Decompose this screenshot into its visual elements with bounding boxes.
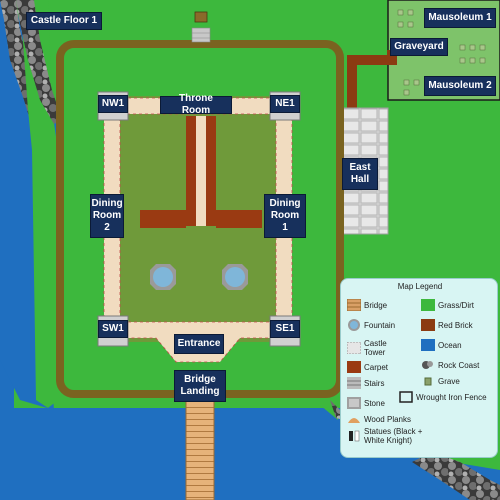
legend-title: Map Legend [397, 282, 443, 291]
legend-item-fence: Wrought Iron Fence [399, 391, 487, 403]
fountain-icon [222, 264, 248, 290]
grave-icon [424, 377, 432, 386]
bridge-icon [347, 299, 361, 311]
legend-item-red-brick: Red Brick [421, 319, 473, 331]
room-label-ne1[interactable]: NE1 [270, 95, 300, 113]
stairs-icon [191, 27, 211, 43]
room-label-mausoleum-2[interactable]: Mausoleum 2 [424, 76, 496, 96]
legend-item-carpet: Carpet [347, 361, 388, 373]
legend-item-bridge: Bridge [347, 299, 387, 311]
carpets [140, 116, 262, 228]
statue-icon [349, 430, 360, 442]
fence-icon [399, 391, 413, 403]
legend-item-statues: Statues (Black + White Knight) [347, 427, 422, 445]
room-label-sw1[interactable]: SW1 [98, 320, 128, 338]
castle-tower-icon [347, 342, 361, 354]
legend-item-stairs: Stairs [347, 377, 384, 389]
stairs-icon [347, 377, 361, 389]
grave-markers [397, 9, 486, 96]
grass-icon [421, 299, 435, 311]
carpet-icon [347, 361, 361, 373]
stone-icon [347, 397, 361, 409]
wood-planks-icon [348, 418, 360, 423]
map-legend: Map Legend Bridge Grass/Dirt Fountain Re… [340, 278, 498, 458]
legend-item-stone: Stone [347, 397, 385, 409]
legend-item-rock-coast: Rock Coast [421, 359, 479, 371]
ocean-icon [421, 339, 435, 351]
legend-item-grave: Grave [421, 375, 460, 387]
legend-item-wood-planks: Wood Planks [347, 413, 411, 425]
carpet-center-stone [196, 116, 206, 226]
red-brick-icon [421, 319, 435, 331]
room-label-east-hall[interactable]: East Hall [342, 158, 378, 190]
room-label-entrance[interactable]: Entrance [174, 334, 224, 354]
room-label-mausoleum-1[interactable]: Mausoleum 1 [424, 8, 496, 28]
room-label-throne-room[interactable]: Throne Room [160, 93, 232, 116]
room-label-nw1[interactable]: NW1 [98, 95, 128, 113]
rock-coast-west [16, 0, 62, 124]
room-label-bridge-landing[interactable]: Bridge Landing [174, 370, 226, 402]
rock-coast-southeast [412, 452, 500, 500]
rock-coast-icon [422, 361, 433, 369]
fountain-icon [348, 319, 360, 331]
room-label-se1[interactable]: SE1 [270, 320, 300, 338]
floor-label: Castle Floor 1 [26, 12, 102, 30]
room-label-dining-room-1[interactable]: Dining Room 1 [264, 194, 306, 238]
legend-item-fountain: Fountain [347, 319, 395, 331]
legend-item-grass: Grass/Dirt [421, 299, 474, 311]
room-label-dining-room-2[interactable]: Dining Room 2 [90, 194, 124, 238]
fountain-icon [150, 264, 176, 290]
legend-item-ocean: Ocean [421, 339, 462, 351]
legend-item-castle-tower: Castle Tower [347, 339, 387, 357]
wood-crate-icon [194, 11, 208, 23]
room-label-graveyard[interactable]: Graveyard [390, 38, 448, 56]
